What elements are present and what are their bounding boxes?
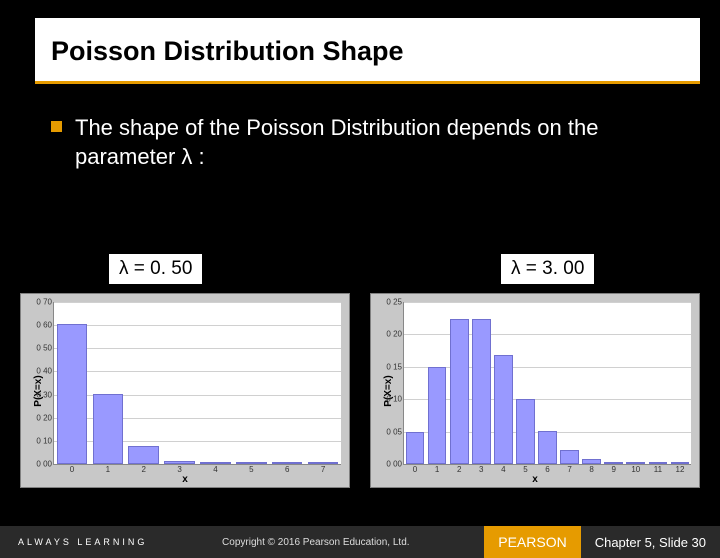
xtick: 3 <box>177 464 181 474</box>
xtick: 4 <box>213 464 217 474</box>
bullet-icon <box>51 121 62 132</box>
xtick: 7 <box>567 464 571 474</box>
footer-copyright: Copyright © 2016 Pearson Education, Ltd. <box>147 537 484 548</box>
bar <box>93 394 123 464</box>
xtick: 10 <box>631 464 640 474</box>
xtick: 7 <box>321 464 325 474</box>
xtick: 5 <box>249 464 253 474</box>
chart1-xlabel: x <box>182 474 188 485</box>
title-block: Poisson Distribution Shape <box>35 18 700 84</box>
bar <box>128 446 158 464</box>
xtick: 2 <box>141 464 145 474</box>
bar <box>450 319 469 464</box>
xtick: 6 <box>545 464 549 474</box>
slide-title: Poisson Distribution Shape <box>51 36 684 67</box>
charts-row: P(X=x) x 0 000 100 200 300 400 500 600 7… <box>20 293 700 488</box>
xtick: 0 <box>70 464 74 474</box>
bar <box>406 432 425 464</box>
chart2-area: 0 000 050 100 150 200 250123456789101112 <box>403 302 691 465</box>
bar <box>472 319 491 464</box>
xtick: 9 <box>611 464 615 474</box>
footer-left: ALWAYS LEARNING <box>0 537 147 547</box>
bar <box>538 431 557 464</box>
lambda-label-2: λ = 3. 00 <box>500 253 595 285</box>
chart1-area: 0 000 100 200 300 400 500 600 7001234567 <box>53 302 341 465</box>
xtick: 6 <box>285 464 289 474</box>
bar <box>428 367 447 464</box>
xtick: 11 <box>654 464 662 474</box>
bar <box>516 399 535 464</box>
footer: ALWAYS LEARNING Copyright © 2016 Pearson… <box>0 526 720 558</box>
body-content: The shape of the Poisson Distribution de… <box>75 115 598 169</box>
xtick: 4 <box>501 464 505 474</box>
bar <box>560 450 579 464</box>
xtick: 12 <box>676 464 685 474</box>
footer-slide-number: Chapter 5, Slide 30 <box>581 535 720 550</box>
chart-1: P(X=x) x 0 000 100 200 300 400 500 600 7… <box>20 293 350 488</box>
footer-logo: PEARSON <box>484 526 580 558</box>
lambda-label-1: λ = 0. 50 <box>108 253 203 285</box>
body-text: The shape of the Poisson Distribution de… <box>75 114 680 171</box>
chart-2: P(X=x) x 0 000 050 100 150 200 250123456… <box>370 293 700 488</box>
xtick: 8 <box>589 464 593 474</box>
xtick: 1 <box>435 464 439 474</box>
chart2-xlabel: x <box>532 474 538 485</box>
xtick: 0 <box>413 464 417 474</box>
bar <box>57 324 87 464</box>
xtick: 5 <box>523 464 527 474</box>
xtick: 3 <box>479 464 483 474</box>
bar <box>494 355 513 464</box>
xtick: 1 <box>106 464 110 474</box>
xtick: 2 <box>457 464 461 474</box>
